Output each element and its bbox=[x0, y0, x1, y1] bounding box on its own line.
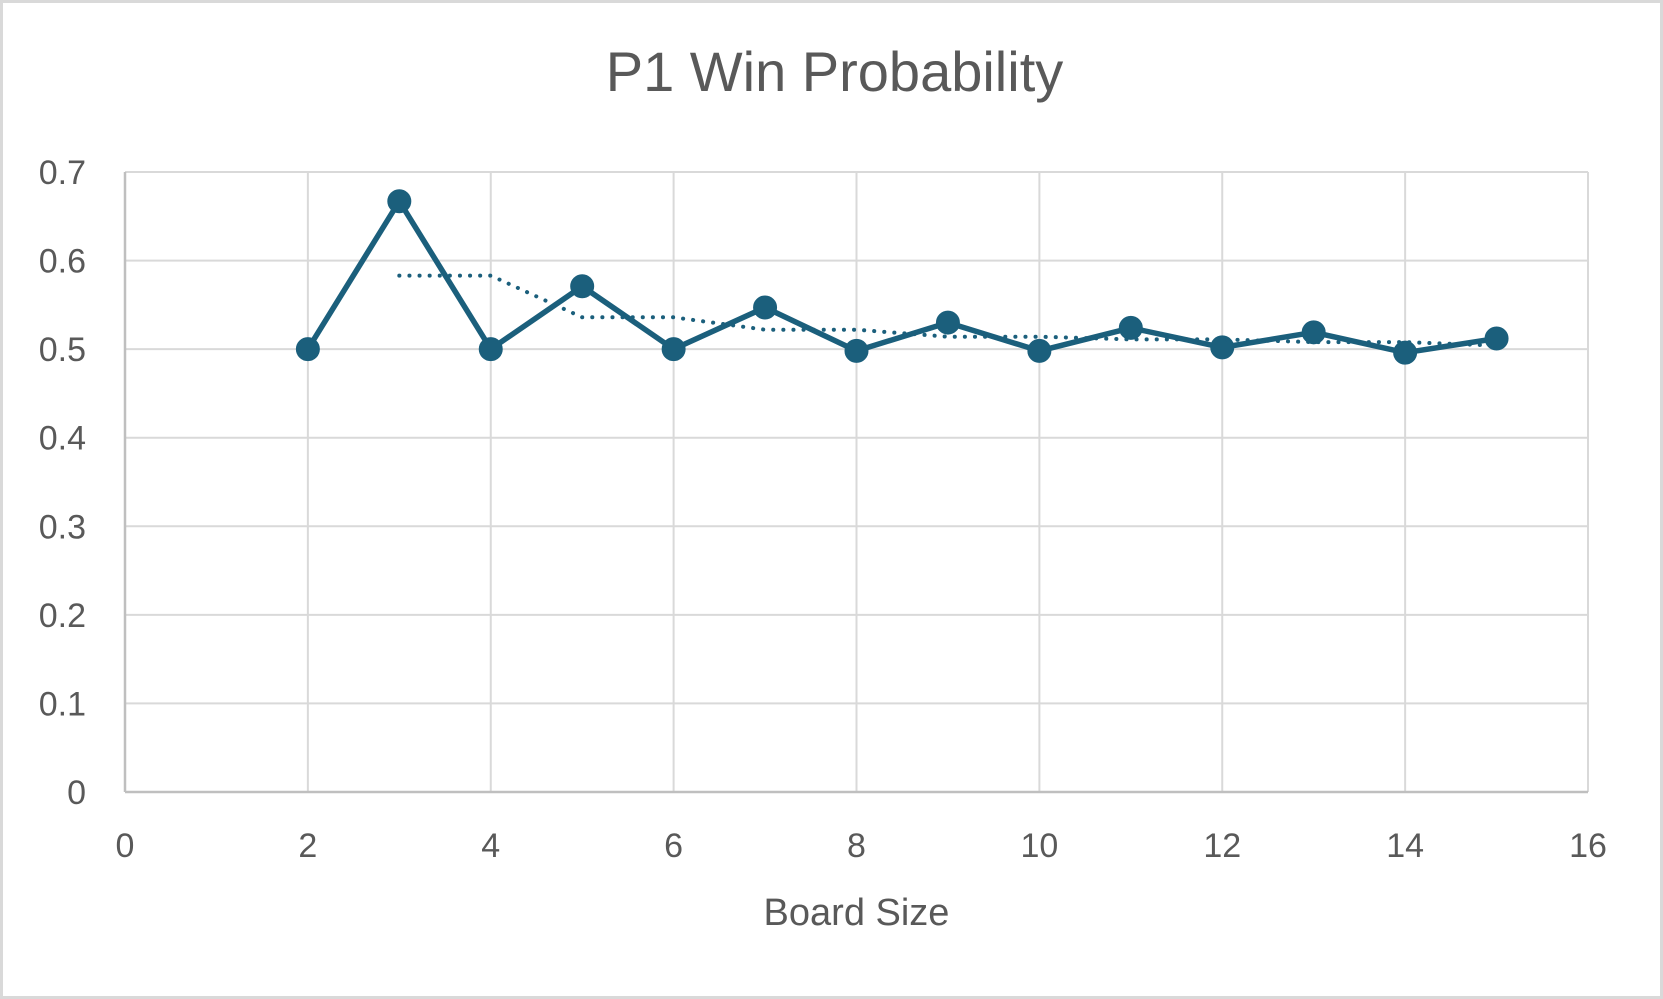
y-tick-label: 0.2 bbox=[39, 597, 86, 635]
data-point bbox=[753, 295, 778, 320]
vertical-gridlines bbox=[306, 172, 1589, 792]
horizontal-gridlines bbox=[125, 171, 1588, 705]
data-point bbox=[935, 310, 960, 335]
data-point bbox=[1027, 338, 1052, 363]
x-tick-labels: 0 2 4 6 8 10 12 14 16 bbox=[116, 827, 1607, 865]
data-point bbox=[661, 337, 686, 362]
data-point bbox=[295, 337, 320, 362]
x-tick-label: 14 bbox=[1386, 827, 1424, 865]
y-tick-label: 0.1 bbox=[39, 685, 86, 723]
x-tick-label: 0 bbox=[116, 827, 135, 865]
series-layer bbox=[295, 189, 1509, 365]
data-point bbox=[1393, 340, 1418, 365]
data-point bbox=[570, 274, 595, 299]
x-tick-label: 2 bbox=[298, 827, 317, 865]
x-tick-label: 10 bbox=[1020, 827, 1058, 865]
y-tick-label: 0 bbox=[67, 774, 86, 812]
y-tick-label: 0.4 bbox=[39, 420, 86, 458]
data-point bbox=[478, 337, 503, 362]
x-tick-label: 8 bbox=[847, 827, 866, 865]
y-tick-labels: 0 0.1 0.2 0.3 0.4 0.5 0.6 0.7 bbox=[39, 154, 86, 812]
x-tick-label: 12 bbox=[1203, 827, 1241, 865]
chart-title: P1 Win Probability bbox=[605, 40, 1064, 103]
data-point bbox=[1210, 335, 1235, 360]
x-tick-label: 16 bbox=[1569, 827, 1607, 865]
x-axis-title: Board Size bbox=[764, 892, 950, 934]
x-tick-label: 4 bbox=[481, 827, 500, 865]
x-tick-label: 6 bbox=[664, 827, 683, 865]
data-point bbox=[1301, 320, 1326, 345]
y-tick-label: 0.5 bbox=[39, 331, 86, 369]
axes bbox=[123, 172, 1588, 794]
y-tick-label: 0.7 bbox=[39, 154, 86, 192]
data-point bbox=[844, 338, 869, 363]
trendline bbox=[397, 273, 1499, 348]
data-point bbox=[1118, 315, 1143, 340]
y-tick-label: 0.3 bbox=[39, 508, 86, 546]
series-line bbox=[305, 198, 1500, 356]
data-point bbox=[387, 189, 412, 214]
y-tick-label: 0.6 bbox=[39, 243, 86, 281]
